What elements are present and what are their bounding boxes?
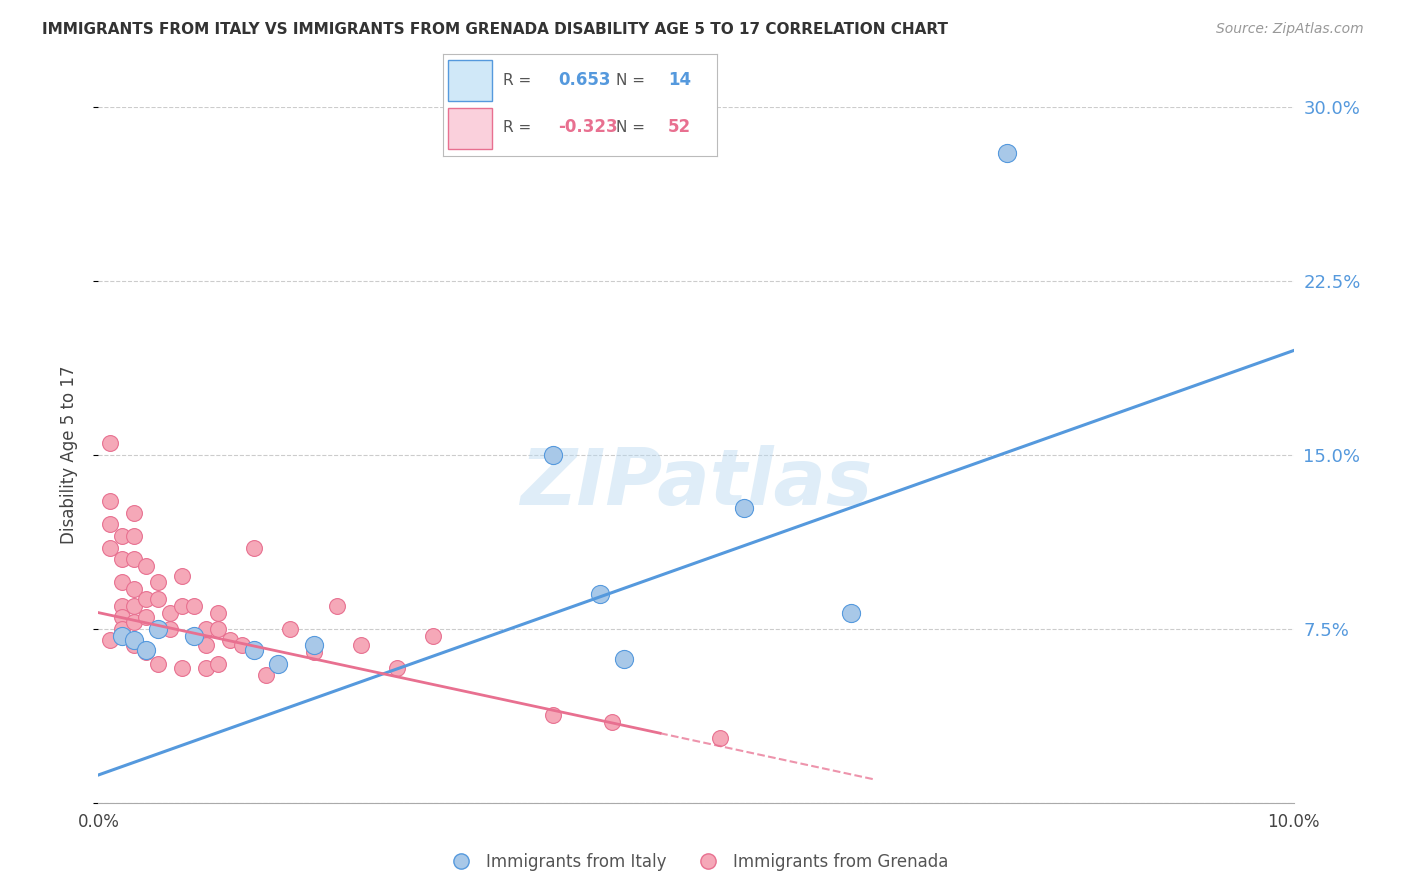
Point: [100, 541, 122, 555]
Text: N =: N =: [616, 120, 650, 135]
Text: 52: 52: [668, 119, 690, 136]
Point: [231, 638, 253, 652]
Point: [385, 661, 409, 675]
Text: R =: R =: [503, 120, 536, 135]
Point: [100, 494, 122, 508]
Point: [267, 657, 290, 671]
Point: [195, 638, 218, 652]
Point: [159, 606, 181, 620]
Point: [135, 645, 157, 659]
Point: [100, 633, 122, 648]
Point: [124, 599, 146, 613]
Point: [602, 714, 624, 729]
Point: [124, 615, 146, 629]
Text: ZIPatlas: ZIPatlas: [520, 445, 872, 521]
Legend: Immigrants from Italy, Immigrants from Grenada: Immigrants from Italy, Immigrants from G…: [437, 847, 955, 878]
Point: [243, 541, 266, 555]
Point: [124, 633, 146, 648]
Point: [159, 622, 181, 636]
Text: 0.653: 0.653: [558, 71, 610, 89]
Point: [243, 642, 266, 657]
Point: [613, 652, 636, 666]
Point: [135, 610, 157, 624]
Text: 14: 14: [668, 71, 690, 89]
Point: [183, 629, 205, 643]
Point: [326, 599, 349, 613]
Point: [111, 622, 134, 636]
Point: [124, 582, 146, 597]
Point: [100, 517, 122, 532]
FancyBboxPatch shape: [449, 60, 492, 101]
Point: [111, 610, 134, 624]
Point: [541, 448, 564, 462]
Point: [195, 661, 218, 675]
Point: [100, 436, 122, 450]
Point: [111, 575, 134, 590]
Point: [172, 599, 194, 613]
Point: [135, 642, 157, 657]
FancyBboxPatch shape: [449, 108, 492, 149]
Point: [709, 731, 731, 745]
Point: [350, 638, 373, 652]
Point: [302, 645, 325, 659]
Point: [254, 668, 277, 682]
Point: [148, 591, 170, 606]
Point: [733, 501, 755, 516]
Point: [267, 657, 290, 671]
Point: [124, 552, 146, 566]
Point: [302, 638, 325, 652]
Point: [589, 587, 612, 601]
Point: [111, 599, 134, 613]
Point: [207, 622, 229, 636]
Point: [995, 146, 1018, 161]
Point: [172, 661, 194, 675]
Y-axis label: Disability Age 5 to 17: Disability Age 5 to 17: [59, 366, 77, 544]
Point: [148, 657, 170, 671]
Point: [148, 622, 170, 636]
Point: [207, 606, 229, 620]
Point: [124, 638, 146, 652]
Point: [207, 657, 229, 671]
Point: [124, 506, 146, 520]
Point: [195, 622, 218, 636]
Text: -0.323: -0.323: [558, 119, 617, 136]
Point: [135, 591, 157, 606]
Point: [841, 606, 863, 620]
Point: [541, 707, 564, 722]
Point: [111, 552, 134, 566]
Point: [219, 633, 242, 648]
Text: Source: ZipAtlas.com: Source: ZipAtlas.com: [1216, 22, 1364, 37]
Text: R =: R =: [503, 72, 536, 87]
Point: [422, 629, 444, 643]
Point: [148, 575, 170, 590]
Point: [183, 629, 205, 643]
Point: [135, 559, 157, 574]
Point: [278, 622, 301, 636]
Point: [172, 568, 194, 582]
Point: [111, 529, 134, 543]
Text: N =: N =: [616, 72, 650, 87]
Point: [124, 529, 146, 543]
Point: [183, 599, 205, 613]
Text: IMMIGRANTS FROM ITALY VS IMMIGRANTS FROM GRENADA DISABILITY AGE 5 TO 17 CORRELAT: IMMIGRANTS FROM ITALY VS IMMIGRANTS FROM…: [42, 22, 948, 37]
Point: [111, 629, 134, 643]
